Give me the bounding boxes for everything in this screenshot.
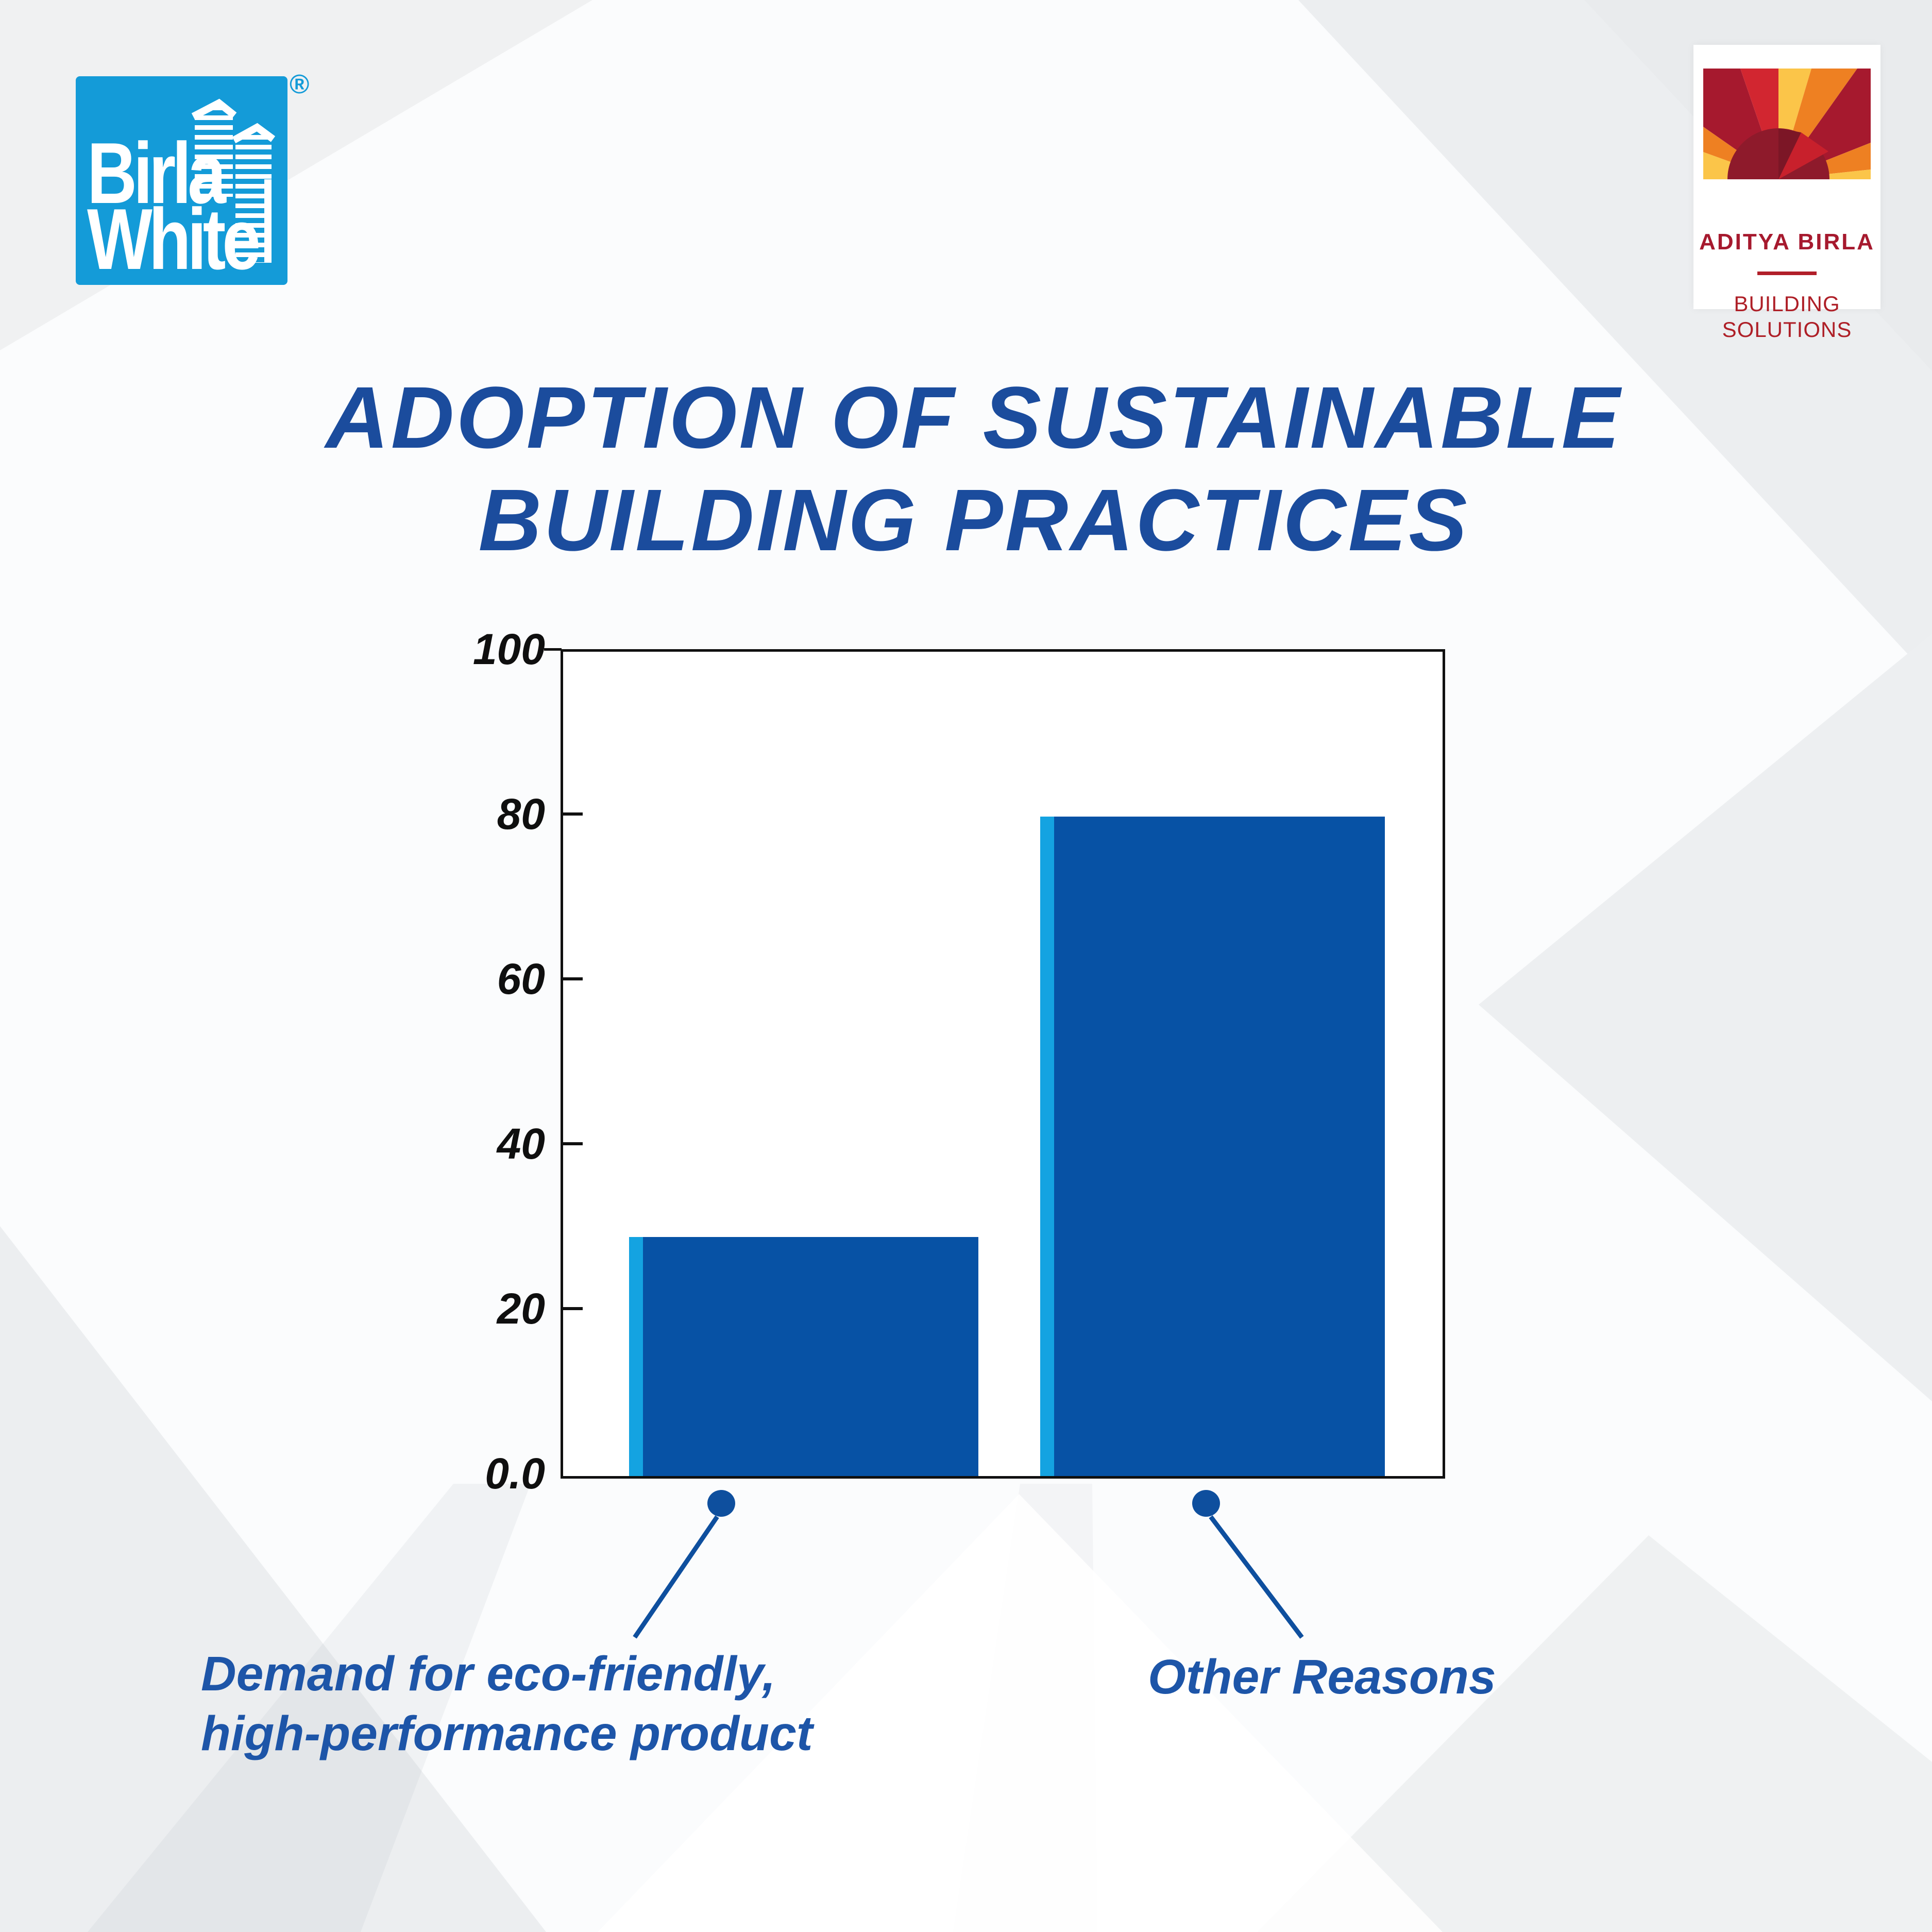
aditya-birla-name: ADITYA BIRLA xyxy=(1699,229,1875,255)
y-tick-mark xyxy=(563,812,583,816)
aditya-birla-divider xyxy=(1757,272,1817,275)
birla-white-wordmark-line1: Birla xyxy=(87,125,226,222)
y-tick-label: 100 xyxy=(472,625,545,673)
bar-chart-plot-area xyxy=(561,649,1445,1479)
buildings-icon xyxy=(191,98,276,263)
aditya-birla-sunburst-icon xyxy=(1703,69,1871,179)
birla-white-wordmark-line2: White xyxy=(87,191,261,287)
aditya-birla-logo-card: ADITYA BIRLA BUILDING SOLUTIONS xyxy=(1693,45,1880,342)
category-label-demand-line2: high-performance product xyxy=(201,1706,813,1761)
category-label-other-line1: Other Reasons xyxy=(1148,1650,1496,1704)
aditya-birla-division-line1: BUILDING xyxy=(1734,292,1840,316)
y-tick-label: 40 xyxy=(497,1120,545,1168)
bar-demand-eco-friendly xyxy=(629,1237,978,1476)
page-title-line2: BUILDING PRACTICES xyxy=(478,471,1469,569)
y-tick-label: 20 xyxy=(497,1284,545,1333)
registered-trademark-icon: ® xyxy=(290,70,310,99)
y-tick-mark xyxy=(563,1307,583,1310)
bar-other-reasons xyxy=(1040,817,1385,1476)
y-tick-label: 60 xyxy=(497,955,545,1003)
y-tick-mark-top xyxy=(544,648,562,651)
aditya-birla-division-line2: SOLUTIONS xyxy=(1722,317,1852,342)
page-title: ADOPTION OF SUSTAINABLE BUILDING PRACTIC… xyxy=(206,367,1741,572)
category-label-demand-line1: Demand for eco-friendly, xyxy=(201,1647,776,1701)
page-title-line1: ADOPTION OF SUSTAINABLE xyxy=(325,369,1622,467)
birla-white-logo: Birla White xyxy=(76,76,287,285)
y-tick-label: 0.0 xyxy=(485,1449,545,1498)
y-tick-mark xyxy=(563,1142,583,1145)
category-label-other: Other Reasons xyxy=(1148,1648,1496,1707)
y-tick-mark xyxy=(563,977,583,980)
y-tick-label: 80 xyxy=(497,790,545,838)
category-label-demand: Demand for eco-friendly, high-performanc… xyxy=(201,1645,813,1764)
aditya-birla-division: BUILDING SOLUTIONS xyxy=(1693,291,1880,343)
